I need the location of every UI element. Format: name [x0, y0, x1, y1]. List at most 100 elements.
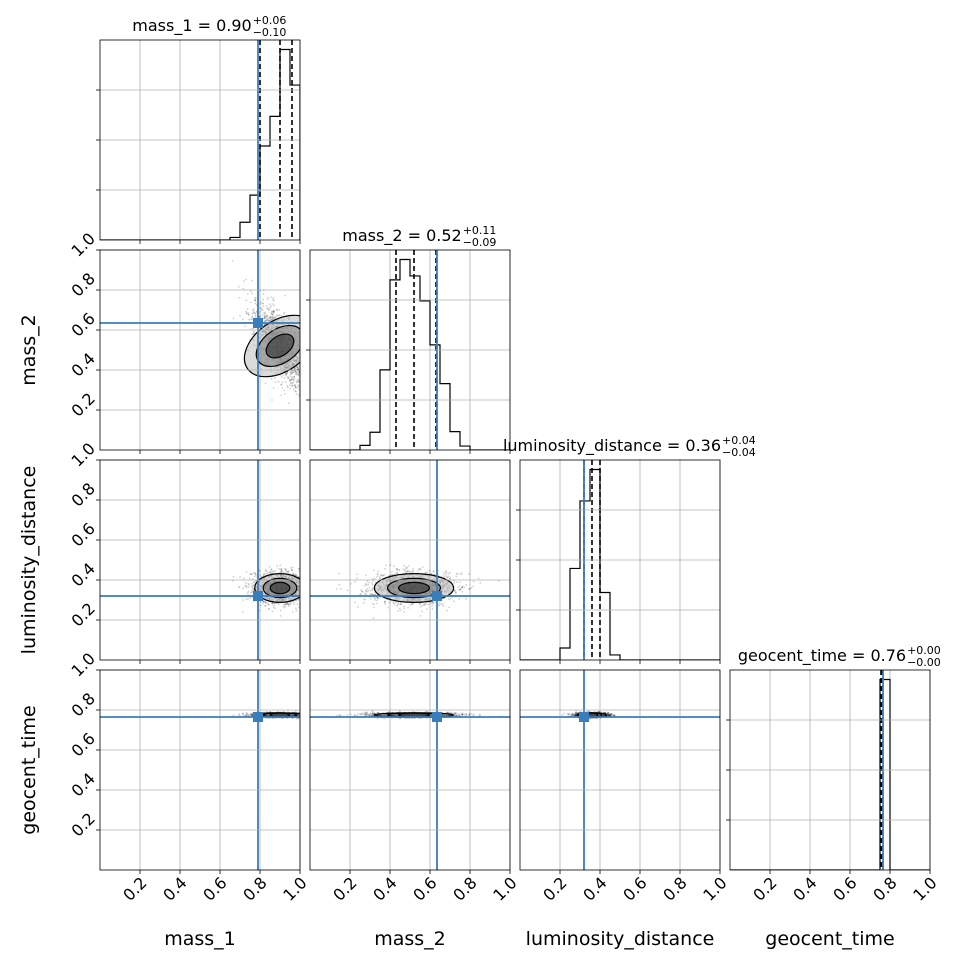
- sample-point: [252, 581, 255, 584]
- sample-point: [264, 382, 267, 385]
- panel-content: [310, 460, 510, 660]
- sample-point: [340, 587, 342, 590]
- sample-point: [301, 595, 303, 597]
- sample-point: [301, 588, 303, 590]
- sample-point: [291, 566, 294, 569]
- sample-point: [307, 380, 309, 382]
- sample-point: [425, 572, 427, 574]
- sample-point: [270, 312, 273, 315]
- sample-point: [302, 715, 304, 717]
- sample-point: [249, 318, 252, 321]
- sample-point: [287, 603, 290, 605]
- sample-point: [283, 606, 286, 609]
- sample-point: [301, 367, 303, 369]
- sample-point: [249, 301, 252, 304]
- sample-point: [264, 319, 267, 322]
- sample-point: [282, 312, 285, 315]
- sample-point: [421, 604, 423, 607]
- sample-point: [308, 376, 310, 378]
- panel-frame: [99, 249, 301, 451]
- sample-point: [498, 579, 500, 582]
- sample-point: [305, 381, 307, 383]
- sample-point: [301, 594, 303, 596]
- sample-point: [335, 588, 338, 590]
- sample-point: [368, 586, 371, 589]
- sample-point: [304, 372, 306, 374]
- sample-point: [252, 572, 255, 574]
- sample-point: [286, 384, 289, 387]
- sample-point: [279, 609, 282, 612]
- sample-point: [280, 383, 283, 386]
- sample-point: [411, 570, 413, 572]
- sample-point: [312, 386, 314, 388]
- sample-point: [301, 362, 303, 364]
- sample-point: [251, 714, 254, 717]
- sample-point: [296, 373, 299, 375]
- sample-point: [261, 309, 264, 311]
- sample-point: [290, 372, 293, 375]
- title-plus-luminosity_distance: +0.04: [722, 434, 756, 447]
- sample-point: [432, 570, 435, 573]
- sample-point: [302, 583, 304, 585]
- sample-point: [453, 582, 455, 585]
- sample-point: [303, 714, 305, 716]
- sample-point: [264, 569, 267, 572]
- sample-point: [277, 603, 280, 606]
- sample-point: [283, 389, 286, 392]
- sample-point: [364, 590, 367, 593]
- sample-point: [412, 568, 414, 570]
- sample-point: [359, 593, 362, 595]
- contour-2: [269, 581, 291, 595]
- sample-point: [365, 582, 368, 585]
- sample-point: [310, 581, 312, 583]
- sample-point: [301, 602, 303, 604]
- sample-point: [286, 603, 289, 606]
- sample-point: [302, 601, 304, 603]
- sample-point: [267, 307, 269, 310]
- sample-point: [394, 601, 397, 603]
- sample-point: [294, 385, 296, 387]
- sample-point: [368, 581, 370, 584]
- sample-point: [258, 570, 261, 572]
- sample-point: [304, 714, 306, 716]
- sample-point: [389, 574, 392, 577]
- title-minus-mass_2: −0.09: [463, 236, 497, 249]
- sample-point: [271, 570, 274, 572]
- sample-point: [289, 384, 291, 387]
- sample-point: [242, 280, 245, 283]
- sample-point: [269, 315, 272, 318]
- sample-point: [272, 387, 275, 389]
- sample-point: [247, 312, 250, 314]
- sample-point: [242, 318, 244, 321]
- sample-point: [272, 606, 275, 609]
- sample-point: [407, 565, 410, 567]
- sample-point: [239, 576, 241, 578]
- sample-point: [301, 578, 303, 580]
- sample-point: [266, 298, 269, 301]
- sample-point: [306, 370, 308, 372]
- sample-point: [285, 568, 287, 571]
- sample-point: [306, 590, 308, 592]
- sample-point: [251, 309, 254, 311]
- sample-point: [272, 570, 275, 573]
- sample-point: [279, 374, 282, 377]
- sample-point: [411, 603, 414, 606]
- sample-point: [280, 570, 283, 573]
- sample-point: [431, 608, 434, 610]
- sample-point: [306, 598, 308, 600]
- sample-point: [459, 588, 462, 591]
- sample-point: [303, 715, 305, 717]
- sample-point: [395, 569, 398, 571]
- sample-point: [251, 292, 253, 295]
- sample-point: [303, 585, 305, 587]
- sample-point: [271, 310, 274, 313]
- sample-point: [318, 601, 320, 603]
- sample-point: [295, 390, 297, 393]
- sample-point: [389, 564, 392, 567]
- sample-point: [252, 587, 255, 590]
- sample-point: [371, 587, 374, 590]
- sample-point: [373, 599, 376, 601]
- sample-point: [252, 308, 255, 310]
- sample-point: [479, 582, 482, 584]
